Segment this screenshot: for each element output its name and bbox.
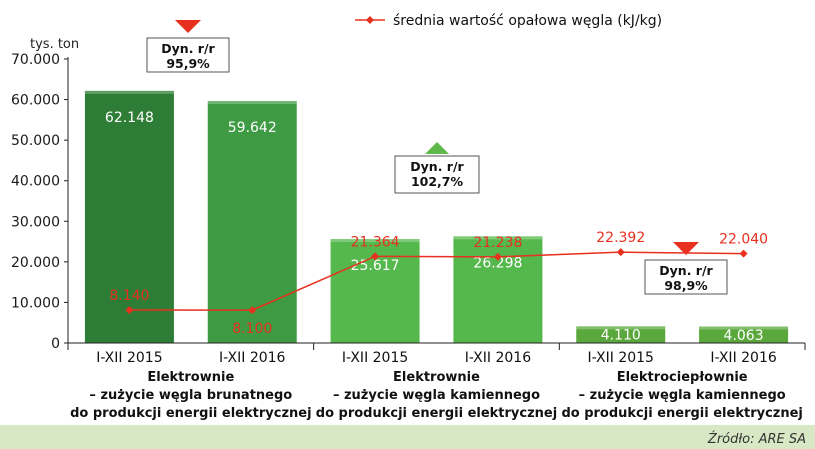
y-tick-label: 70.000 xyxy=(11,52,60,68)
legend-label: średnia wartość opałowa węgla (kJ/kg) xyxy=(393,13,662,29)
y-tick-label: 60.000 xyxy=(11,93,60,109)
x-tick-label-3: I-XII 2015 xyxy=(342,350,408,366)
bar-4 xyxy=(453,236,543,343)
group-label-line: – zużycie węgla brunatnego xyxy=(89,388,292,403)
line-series-path xyxy=(129,251,744,311)
y-axis-unit: tys. ton xyxy=(30,37,79,52)
bar-highlight-6 xyxy=(699,326,789,330)
y-tick-label: 40.000 xyxy=(11,174,60,190)
dyn-annotation-value: 102,7% xyxy=(411,174,464,189)
group-label-line: Elektrociepłownie xyxy=(617,370,748,385)
line-point-2 xyxy=(248,306,257,315)
y-tick-label: 0 xyxy=(51,336,60,352)
dyn-annotation-box-1 xyxy=(146,37,230,73)
line-value-label-2: 8.100 xyxy=(232,321,272,337)
y-tick-label: 30.000 xyxy=(11,214,60,230)
line-value-label-1: 8.140 xyxy=(109,288,149,304)
group-label-line: Elektrownie xyxy=(393,370,480,385)
bar-6 xyxy=(699,326,789,343)
bar-value-label-2: 59.642 xyxy=(228,120,277,136)
line-point-5 xyxy=(616,248,625,257)
down-arrow-icon xyxy=(175,20,201,33)
line-point-3 xyxy=(371,252,380,261)
source-note: Źródło: ARE SA xyxy=(707,431,806,447)
source-footer-band xyxy=(0,425,815,449)
bar-value-label-1: 62.148 xyxy=(105,110,154,126)
bar-5 xyxy=(576,326,666,343)
bar-value-label-6: 4.063 xyxy=(724,328,764,344)
down-arrow-icon xyxy=(673,242,699,255)
line-value-label-6: 22.040 xyxy=(719,232,768,248)
bar-1 xyxy=(84,90,174,343)
legend-marker xyxy=(366,16,374,24)
line-value-label-3: 21.364 xyxy=(351,234,400,250)
line-value-label-5: 22.392 xyxy=(596,230,645,246)
dyn-annotation-value: 95,9% xyxy=(166,56,210,71)
x-tick-label-6: I-XII 2016 xyxy=(710,350,777,366)
bar-highlight-5 xyxy=(576,326,666,330)
x-tick-label-4: I-XII 2016 xyxy=(465,350,532,366)
axes-layer: 0 10.000 20.000 30.000 40.000 50.000 60.000 70.… xyxy=(11,52,806,421)
bars-layer: 62.148 59.642 25.617 26.298 4.110 4.063 xyxy=(84,90,789,344)
bar-highlight-4 xyxy=(453,236,543,240)
dyn-annotation-title: Dyn. r/r xyxy=(161,41,215,56)
y-tick-label: 20.000 xyxy=(11,255,60,271)
line-point-6 xyxy=(739,249,748,258)
dyn-annotation-box-2 xyxy=(394,155,480,194)
dyn-annotation-title: Dyn. r/r xyxy=(410,159,464,174)
dyn-annotation-value: 98,9% xyxy=(664,278,708,293)
y-tick-label: 10.000 xyxy=(11,295,60,311)
x-tick-label-5: I-XII 2015 xyxy=(588,350,654,366)
up-arrow-icon xyxy=(425,142,449,154)
group-label-line: do produkcji energii elektrycznej xyxy=(561,406,802,421)
group-label-line: – zużycie węgla kamiennego xyxy=(579,388,786,403)
group-label-line: do produkcji energii elektrycznej xyxy=(70,406,311,421)
dyn-annotation-title: Dyn. r/r xyxy=(659,263,713,278)
bar-highlight-2 xyxy=(207,101,297,105)
y-tick-label: 50.000 xyxy=(11,133,60,149)
group-label-line: – zużycie węgla kamiennego xyxy=(333,388,540,403)
x-tick-label-2: I-XII 2016 xyxy=(219,350,286,366)
bar-value-label-5: 4.110 xyxy=(601,328,641,344)
line-point-1 xyxy=(125,305,134,314)
bar-value-label-4: 26.298 xyxy=(473,255,522,271)
legend: średnia wartość opałowa węgla (kJ/kg) xyxy=(355,13,662,29)
line-series-layer: 8.140 8.100 21.364 21.238 22.392 22.040 xyxy=(109,230,768,337)
bar-highlight-3 xyxy=(330,239,420,243)
x-tick-label-1: I-XII 2015 xyxy=(96,350,162,366)
line-point-4 xyxy=(493,252,502,261)
bar-highlight-1 xyxy=(84,90,174,94)
bar-value-label-3: 25.617 xyxy=(351,258,400,274)
line-value-label-4: 21.238 xyxy=(473,235,522,251)
group-label-line: do produkcji energii elektrycznej xyxy=(316,406,557,421)
group-label-line: Elektrownie xyxy=(147,370,234,385)
dyn-annotation-box-3 xyxy=(644,259,728,295)
bar-2 xyxy=(207,101,297,343)
